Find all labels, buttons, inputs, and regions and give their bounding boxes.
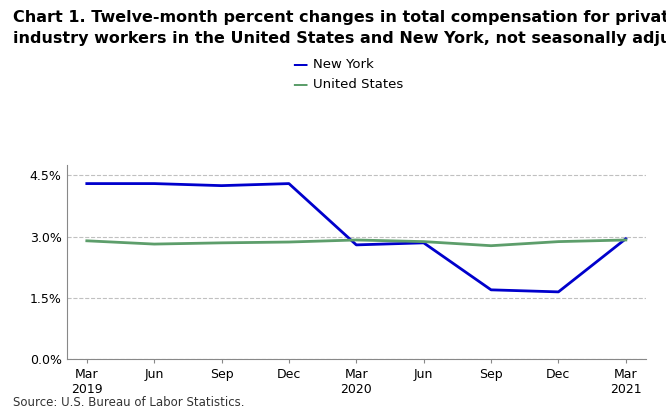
Text: industry workers in the United States and New York, not seasonally adjusted: industry workers in the United States an… [13,31,666,46]
United States [487,243,495,248]
Text: —: — [292,57,308,71]
Text: Chart 1. Twelve-month percent changes in total compensation for private: Chart 1. Twelve-month percent changes in… [13,10,666,25]
Text: New York: New York [313,57,374,71]
New York [218,183,226,188]
Line: United States: United States [87,240,626,246]
United States [554,239,562,244]
Text: Source: U.S. Bureau of Labor Statistics.: Source: U.S. Bureau of Labor Statistics. [13,396,245,409]
United States [151,242,159,247]
New York [83,181,91,186]
New York [151,181,159,186]
New York [487,287,495,292]
United States [622,237,630,242]
Text: —: — [292,77,308,92]
United States [83,238,91,243]
New York [420,240,428,245]
Text: United States: United States [313,78,404,91]
United States [352,237,360,242]
New York [554,290,562,294]
United States [218,240,226,245]
New York [352,242,360,247]
New York [285,181,293,186]
United States [420,239,428,244]
Line: New York: New York [87,184,626,292]
New York [622,236,630,241]
United States [285,240,293,244]
